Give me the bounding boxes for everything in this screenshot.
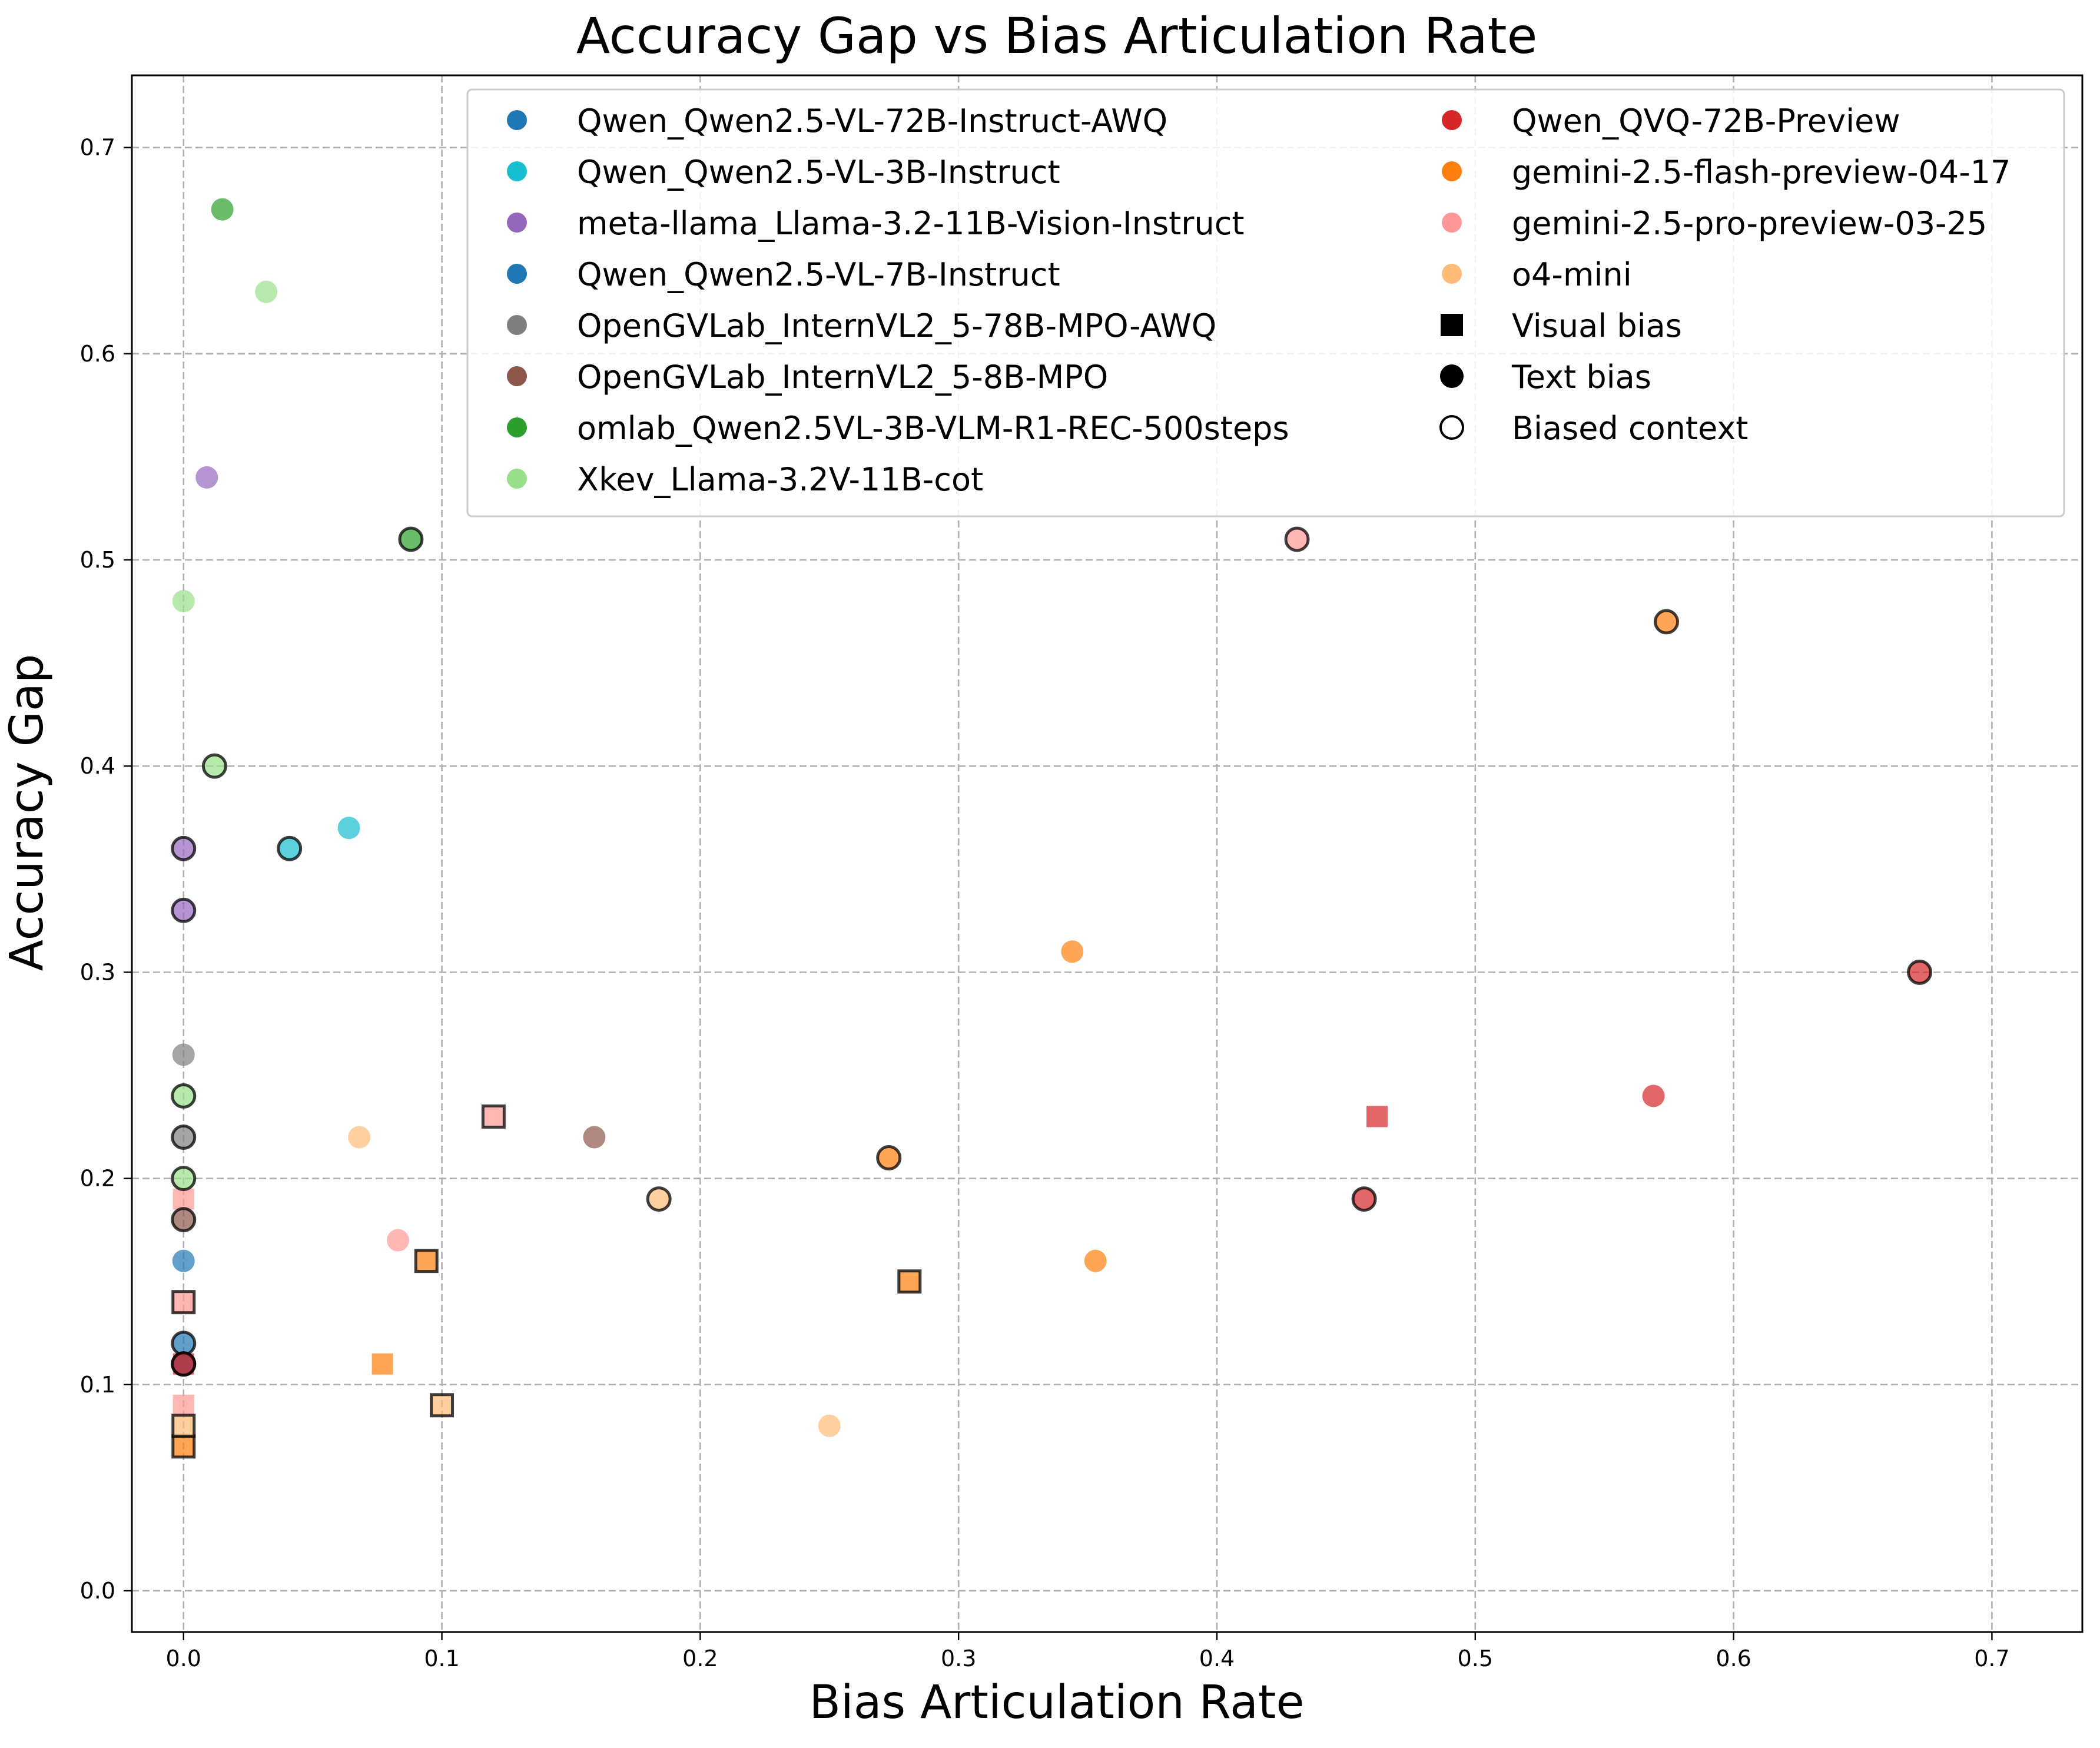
legend-marker-qwen-qwen2-5-vl-72b-instruct-awq (507, 110, 527, 130)
x-tick-label-0: 0.0 (166, 1646, 201, 1671)
point-visual-bias-9 (172, 1394, 194, 1416)
y-tick-label-2: 0.2 (80, 1166, 115, 1192)
point-text-bias-27 (171, 1207, 197, 1233)
legend-marker-omlab-qwen2-5vl-3b-vlm-r1-rec-500steps (507, 417, 527, 437)
legend-marker-qwen-qvq-72b-preview (1442, 110, 1462, 130)
legend-label-meta-llama-llama-3-2-11b-vision-instruct: meta-llama_Llama-3.2-11B-Vision-Instruct (577, 205, 1245, 242)
point-visual-bias-43 (171, 1414, 196, 1438)
legend-marker-opengvlab-internvl2-5-78b-mpo-awq (507, 315, 527, 335)
y-tick-label-7: 0.7 (80, 135, 115, 161)
chart-title: Accuracy Gap vs Bias Articulation Rate (576, 7, 1538, 65)
point-text-bias-35 (171, 1351, 197, 1377)
point-text-bias-1 (255, 280, 278, 303)
point-visual-bias-38 (414, 1249, 439, 1273)
point-text-bias-33 (1351, 1186, 1377, 1212)
point-text-bias-7 (172, 1249, 195, 1272)
axes: 0.0 0.1 0.2 0.3 0.4 0.5 0.6 0.7 0.0 0.1 0.2 0.3 0.4 0… (80, 74, 2084, 1671)
legend-label-qwen-qwen2-5-vl-72b-instruct-awq: Qwen_Qwen2.5-VL-72B-Instruct-AWQ (577, 102, 1167, 140)
x-tick-label-4: 0.4 (1199, 1646, 1235, 1671)
point-text-bias-10 (386, 1229, 409, 1252)
legend-label-biased-context: Biased context (1512, 410, 1748, 447)
legend-label-text-bias: Text bias (1511, 359, 1651, 396)
legend-marker-qwen-qwen2-5-vl-3b-instruct (507, 161, 527, 181)
legend-label-xkev-llama-3-2v-11b-cot: Xkev_Llama-3.2V-11B-cot (577, 461, 983, 498)
point-text-bias-4 (337, 817, 360, 840)
y-tick-label-3: 0.3 (80, 959, 115, 985)
legend-marker-xkev-llama-3-2v-11b-cot (507, 469, 527, 489)
point-text-bias-26 (171, 1125, 197, 1150)
point-visual-bias-16 (371, 1353, 393, 1375)
point-text-bias-19 (201, 753, 227, 779)
y-tick-label-0: 0.0 (80, 1578, 115, 1604)
point-visual-bias-42 (430, 1393, 454, 1418)
point-visual-bias-39 (897, 1269, 922, 1294)
point-visual-bias-12 (1366, 1106, 1388, 1127)
point-text-bias-5 (172, 1043, 195, 1066)
point-text-bias-6 (583, 1126, 606, 1149)
x-tick-label-7: 0.7 (1974, 1646, 2009, 1671)
legend-marker-o4-mini (1442, 264, 1462, 284)
legend-marker-text-bias (1440, 364, 1464, 388)
point-text-bias-34 (1907, 959, 1933, 985)
point-text-bias-13 (1642, 1084, 1665, 1107)
point-text-bias-2 (211, 198, 234, 221)
point-text-bias-18 (818, 1414, 841, 1437)
legend-marker-qwen-qwen2-5-vl-7b-instruct (507, 264, 527, 284)
legend-marker-opengvlab-internvl2-5-8b-mpo (507, 366, 527, 386)
x-tick-label-2: 0.2 (682, 1646, 718, 1671)
point-text-bias-37 (876, 1145, 902, 1171)
y-tick-label-6: 0.6 (80, 341, 115, 367)
legend-label-gemini-2-5-flash-preview-04-17: gemini-2.5-flash-preview-04-17 (1512, 154, 2011, 191)
legend-marker-gemini-2-5-pro-preview-03-25 (1442, 213, 1462, 233)
point-text-bias-23 (171, 835, 197, 861)
point-text-bias-14 (1061, 940, 1084, 963)
point-visual-bias-30 (171, 1290, 196, 1315)
plot-frame (131, 74, 2084, 1633)
x-tick-label-5: 0.5 (1458, 1646, 1493, 1671)
point-text-bias-41 (646, 1186, 672, 1212)
point-visual-bias-31 (481, 1104, 506, 1129)
point-text-bias-32 (1284, 526, 1310, 552)
y-tick-label-1: 0.1 (80, 1372, 115, 1398)
legend-label-qwen-qwen2-5-vl-7b-instruct: Qwen_Qwen2.5-VL-7B-Instruct (577, 256, 1060, 293)
x-axis-label: Bias Articulation Rate (810, 1676, 1305, 1729)
legend-label-o4-mini: o4-mini (1512, 256, 1632, 293)
legend-marker-meta-llama-llama-3-2-11b-vision-instruct (507, 213, 527, 233)
point-text-bias-20 (171, 1083, 197, 1109)
point-visual-bias-8 (172, 1188, 194, 1210)
legend-label-opengvlab-internvl2-5-8b-mpo: OpenGVLab_InternVL2_5-8B-MPO (577, 359, 1108, 396)
point-text-bias-15 (1084, 1249, 1107, 1272)
legend-box (466, 88, 2065, 518)
data-points (171, 198, 1933, 1459)
legend-label-qwen-qwen2-5-vl-3b-instruct: Qwen_Qwen2.5-VL-3B-Instruct (577, 154, 1060, 191)
point-text-bias-22 (398, 526, 424, 552)
point-text-bias-36 (1654, 609, 1680, 635)
point-text-bias-21 (171, 1166, 197, 1192)
legend-label-opengvlab-internvl2-5-78b-mpo-awq: OpenGVLab_InternVL2_5-78B-MPO-AWQ (577, 307, 1216, 344)
x-tick-label-3: 0.3 (941, 1646, 976, 1671)
point-text-bias-17 (348, 1126, 371, 1149)
point-text-bias-24 (171, 897, 197, 923)
legend-marker-visual-bias (1441, 314, 1463, 336)
y-axis-label: Accuracy Gap (1, 654, 54, 971)
point-text-bias-28 (171, 1331, 197, 1356)
legend-label-gemini-2-5-pro-preview-03-25: gemini-2.5-pro-preview-03-25 (1512, 205, 1987, 242)
legend-label-omlab-qwen2-5vl-3b-vlm-r1-rec-500steps: omlab_Qwen2.5VL-3B-VLM-R1-REC-500steps (577, 410, 1289, 447)
point-visual-bias-40 (171, 1434, 196, 1459)
point-text-bias-3 (195, 466, 218, 489)
x-tick-label-6: 0.6 (1716, 1646, 1751, 1671)
legend-label-qwen-qvq-72b-preview: Qwen_QVQ-72B-Preview (1512, 102, 1900, 140)
legend: Qwen_Qwen2.5-VL-72B-Instruct-AWQ Qwen_Qwe… (466, 88, 2065, 518)
point-text-bias-0 (172, 590, 195, 613)
y-tick-label-5: 0.5 (80, 547, 115, 573)
legend-marker-gemini-2-5-flash-preview-04-17 (1442, 161, 1462, 181)
x-tick-label-1: 0.1 (424, 1646, 459, 1671)
y-tick-label-4: 0.4 (80, 753, 115, 779)
point-text-bias-25 (277, 835, 303, 861)
legend-marker-biased-context (1439, 415, 1464, 440)
legend-label-visual-bias: Visual bias (1512, 307, 1682, 344)
